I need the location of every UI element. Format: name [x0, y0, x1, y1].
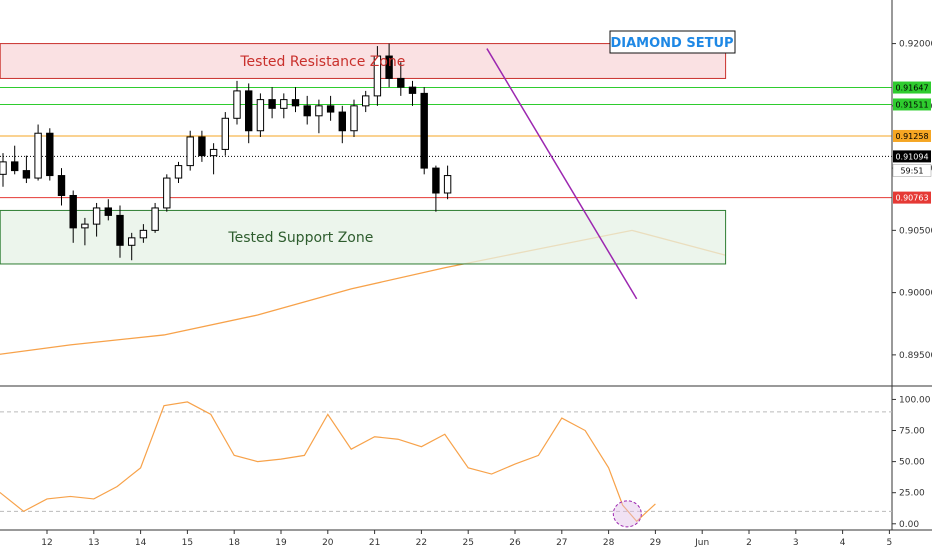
candle-body — [408, 86, 417, 94]
setup-title-box — [609, 30, 736, 54]
setup-title-text: DIAMOND SETUP — [610, 36, 733, 51]
candle-body — [373, 55, 382, 97]
candle-body — [397, 77, 405, 88]
levels-layer — [0, 87, 892, 199]
candle-body — [256, 99, 265, 132]
oscillator-line — [0, 401, 656, 523]
candle-body — [385, 55, 393, 79]
candle-body — [280, 99, 288, 109]
resistance-zone-box — [0, 43, 727, 79]
time-tick-label: 4 — [840, 538, 846, 548]
level-badge-0.91511 — [893, 98, 931, 111]
candle-body — [209, 148, 218, 157]
level-badge-0.90763 — [893, 191, 931, 204]
candle-body — [22, 170, 31, 179]
candle-body — [420, 92, 428, 169]
time-tick-label: 20 — [322, 538, 334, 548]
candle-body — [174, 165, 183, 179]
candle-body — [362, 95, 370, 107]
candle-body — [81, 223, 89, 229]
level-badge-text-0.91511: 0.91511 — [895, 100, 928, 109]
candle-body — [34, 132, 42, 179]
countdown-text: 59:51 — [900, 166, 923, 175]
candle-body — [11, 161, 19, 172]
trendline-layer — [486, 48, 638, 300]
candle-body — [315, 105, 323, 117]
candle-body — [350, 105, 358, 132]
level-badge-0.91647 — [893, 81, 931, 94]
candle-body — [245, 90, 253, 132]
level-badge-0.91094 — [893, 150, 931, 163]
oscillator-axis-ticks: 100.00 75.00 50.00 25.00 0.00 — [892, 395, 931, 530]
candle-body — [432, 167, 440, 194]
candle-body — [326, 105, 335, 113]
time-tick-label: 12 — [41, 538, 52, 548]
candle-body — [69, 194, 77, 229]
candle-body — [338, 111, 347, 132]
candle-body — [104, 207, 112, 216]
time-tick-label: 25 — [462, 538, 473, 548]
candle-body — [233, 90, 241, 119]
candle-body — [46, 132, 54, 177]
countdown-badge — [892, 164, 932, 177]
time-tick-label: 18 — [228, 538, 240, 548]
osc-tick-label: 100.00 — [899, 395, 931, 405]
setup-title: DIAMOND SETUP — [609, 30, 736, 54]
candle-body — [303, 105, 311, 117]
time-tick-label: 14 — [135, 538, 147, 548]
level-badge-0.91258 — [893, 129, 931, 142]
candle-body — [268, 99, 276, 109]
time-axis-ticks: 1213141518192021222526272829Jun23458 — [41, 530, 893, 548]
oversold-highlight — [612, 500, 642, 528]
zone-labels-layer: Tested Resistance Zone Tested Support Zon… — [227, 54, 405, 246]
time-tick-label: 28 — [603, 538, 615, 548]
candle-body — [116, 214, 124, 246]
level-badge-text-0.91258: 0.91258 — [895, 132, 928, 141]
time-tick-label: 29 — [650, 538, 662, 548]
support-zone-label: Tested Support Zone — [227, 230, 373, 246]
candle-body — [443, 175, 452, 194]
osc-tick-label: 25.00 — [899, 489, 925, 499]
candle-body — [0, 161, 7, 175]
candle-body — [92, 207, 101, 225]
time-tick-label: 27 — [556, 538, 567, 548]
osc-tick-label: 75.00 — [899, 427, 925, 437]
candle-body — [139, 229, 148, 239]
time-tick-label: 15 — [182, 538, 193, 548]
time-tick-label: 22 — [416, 538, 427, 548]
oscillator-pane — [0, 401, 892, 528]
trendline — [486, 48, 638, 300]
time-tick-label: Jun — [694, 538, 709, 548]
level-badge-text-0.90763: 0.90763 — [895, 194, 928, 203]
candle-body — [221, 117, 230, 150]
candle-body — [128, 237, 136, 246]
candles-layer — [0, 43, 452, 261]
osc-tick-label: 50.00 — [899, 458, 925, 468]
time-tick-label: 13 — [88, 538, 99, 548]
time-tick-label: 26 — [509, 538, 521, 548]
time-tick-label: 2 — [746, 538, 752, 548]
time-tick-label: 5 — [887, 538, 893, 548]
level-badge-text-0.91647: 0.91647 — [895, 84, 928, 93]
candle-body — [151, 207, 159, 231]
time-tick-label: 3 — [793, 538, 799, 548]
resistance-zone-label: Tested Resistance Zone — [239, 54, 405, 70]
candle-body — [57, 175, 66, 196]
time-tick-label: 21 — [369, 538, 380, 548]
candle-body — [186, 136, 194, 167]
osc-tick-label: 0.00 — [899, 520, 919, 530]
candle-body — [163, 177, 171, 209]
time-tick-label: 19 — [275, 538, 287, 548]
level-badge-text-0.91094: 0.91094 — [895, 152, 928, 161]
candle-body — [291, 99, 300, 107]
level-badges: 0.91647 0.91511 0.91258 0.91094 0.90763 59:51 — [892, 81, 932, 204]
candle-body — [198, 136, 206, 157]
